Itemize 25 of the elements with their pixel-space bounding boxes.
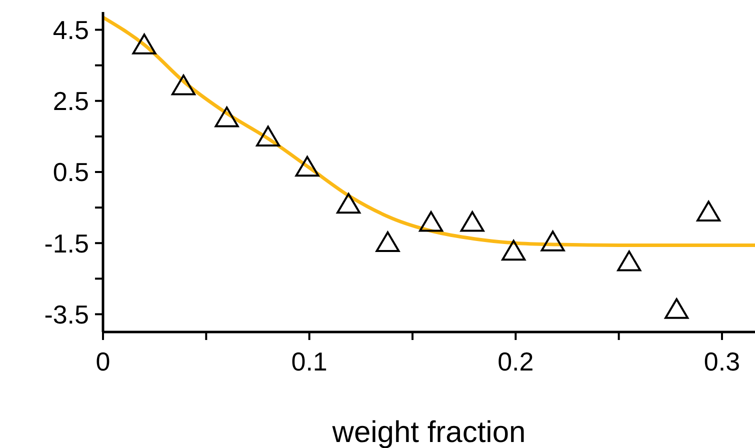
point	[214, 106, 239, 128]
y-tick-label: 4.5	[52, 15, 89, 46]
y-tick-label: 0.5	[52, 157, 89, 188]
y-tick-label: 2.5	[52, 86, 89, 116]
point	[540, 230, 565, 252]
x-axis-title: weight fraction	[331, 416, 526, 448]
point	[336, 192, 361, 214]
point	[460, 211, 484, 232]
point	[617, 250, 642, 272]
point	[376, 231, 400, 252]
x-tick-label: 0.2	[498, 346, 534, 376]
point	[132, 34, 156, 54]
point	[171, 74, 196, 96]
point	[664, 298, 689, 319]
point	[419, 211, 444, 232]
x-tick-label: 0	[96, 346, 110, 376]
y-tick-label: -1.5	[44, 228, 89, 258]
x-tick-label: 0.1	[291, 346, 328, 376]
y-tick-label: -3.5	[44, 299, 89, 330]
point	[256, 126, 280, 146]
x-tick-label: 0.3	[704, 346, 740, 376]
point	[295, 156, 320, 177]
line-series	[103, 16, 755, 247]
point	[502, 240, 526, 261]
point	[696, 200, 721, 222]
